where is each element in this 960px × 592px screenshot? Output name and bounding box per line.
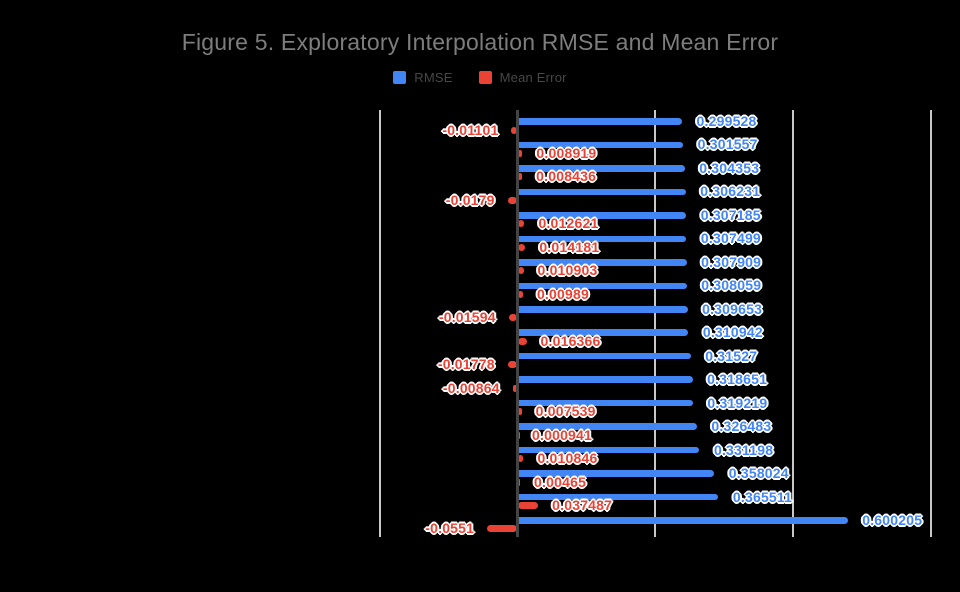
rmse-bar [518,376,693,383]
mean-error-value-label: 0.014181 [539,238,600,255]
mean-error-bar [517,290,523,298]
mean-error-value-label: 0.007539 [535,403,596,420]
mean-error-value-label: 0.037487 [552,497,613,514]
rmse-bar [518,282,687,290]
axis-baseline [516,110,519,537]
legend-item-mean-error: Mean Error [478,70,567,85]
mean-error-value-label: 0.008436 [536,168,597,185]
rmse-value-label: 0.307185 [700,206,761,223]
rmse-value-label: 0.309653 [702,300,763,317]
mean-error-value-label: -0.00864 [442,379,500,396]
mean-error-value-label: -0.0179 [445,191,495,208]
chart-title: Figure 5. Exploratory Interpolation RMSE… [181,29,779,55]
mean-error-value-label: 0.010846 [537,450,598,467]
rmse-value-label: 0.301557 [697,136,758,153]
gridline [654,110,657,537]
gridline [929,110,932,537]
rmse-value-label: 0.318651 [707,371,768,388]
rmse-value-label: 0.319219 [707,394,768,411]
rmse-bar [518,329,689,336]
rmse-bar [518,446,700,454]
rmse-bar [518,306,688,313]
legend-item-rmse: RMSE [393,70,452,85]
rmse-bar [518,118,683,125]
rmse-value-label: 0.299528 [696,113,757,129]
mean-error-bar [517,337,527,345]
mean-error-value-label: 0.010903 [537,262,598,279]
mean-error-value-label: -0.01101 [442,121,499,138]
rmse-value-label: 0.365511 [732,488,793,505]
rmse-bar [518,470,715,477]
mean-error-bar [517,408,522,416]
rmse-value-label: 0.358024 [728,465,789,482]
mean-error-bar [512,384,518,392]
rmse-bar [518,165,685,172]
rmse-value-label: 0.304353 [699,159,760,176]
mean-error-bar [517,455,524,463]
mean-error-value-label: 0.008919 [536,144,597,161]
legend-swatch-rmse-icon [393,71,407,84]
mean-error-bar [487,525,518,533]
rmse-bar [518,188,686,196]
gridline [792,110,794,537]
rmse-value-label: 0.307499 [700,230,761,247]
rmse-bar [518,493,719,501]
rmse-bar [518,352,691,360]
gridline [378,110,381,537]
rmse-bar [518,141,684,149]
mean-error-bar [517,220,525,228]
mean-error-bar [517,243,526,251]
mean-error-bar [508,314,518,322]
mean-error-value-label: 0.012621 [538,215,599,232]
mean-error-value-label: 0.016366 [540,332,601,349]
rmse-value-label: 0.310942 [702,324,763,341]
rmse-bar [518,399,693,407]
legend-label-rmse: RMSE [414,70,453,85]
mean-error-bar [507,196,518,204]
mean-error-value-label: -0.01778 [437,356,495,373]
legend-swatch-mean-error-icon [478,71,492,84]
chart-legend: RMSE Mean Error [0,70,960,85]
mean-error-value-label: 0.00465 [534,473,587,490]
mean-error-bar [511,126,518,134]
mean-error-bar [517,267,524,275]
rmse-value-label: 0.31527 [705,347,758,364]
mean-error-bar [507,361,518,369]
mean-error-value-label: 0.000941 [532,426,593,443]
rmse-bar [518,235,687,243]
rmse-bar [518,212,687,219]
rmse-value-label: 0.326483 [711,418,772,435]
mean-error-value-label: -0.0551 [425,520,475,537]
mean-error-value-label: 0.00989 [536,285,589,302]
mean-error-bar [517,149,523,157]
mean-error-bar [517,478,521,486]
rmse-value-label: 0.306231 [700,183,761,200]
mean-error-bar [517,502,539,510]
rmse-value-label: 0.308059 [701,277,762,294]
rmse-value-label: 0.307909 [701,253,762,270]
rmse-value-label: 0.600205 [862,511,923,528]
mean-error-bar [517,173,523,181]
rmse-bar [518,517,848,524]
rmse-bar [518,259,687,266]
rmse-bar [518,423,697,430]
legend-label-mean-error: Mean Error [499,70,567,85]
mean-error-value-label: -0.01594 [438,309,496,326]
rmse-value-label: 0.331198 [713,441,774,458]
